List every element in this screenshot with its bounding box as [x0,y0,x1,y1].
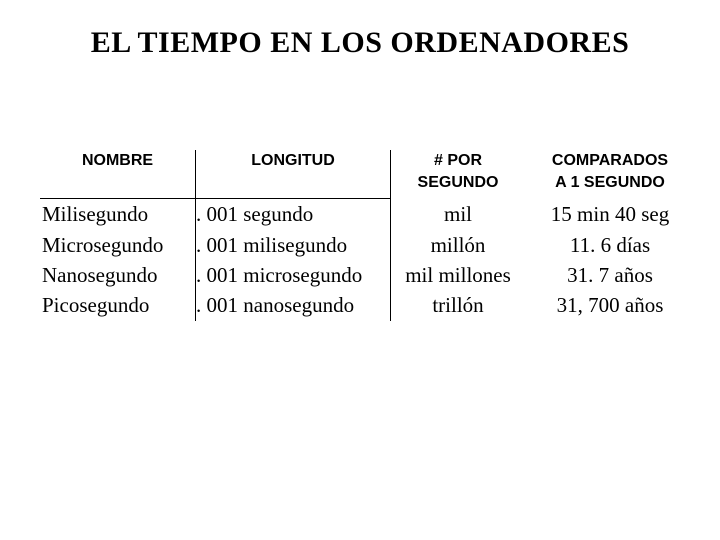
time-table: NOMBRE LONGITUD # POR SEGUNDO COMPARADOS… [40,150,680,321]
col-header-comparados: COMPARADOS A 1 SEGUNDO [525,150,695,199]
table-cell: mil millones [390,260,525,290]
table-cell: mil [390,199,525,229]
table-cell: 11. 6 días [525,230,695,260]
col-header-longitud: LONGITUD [195,150,390,199]
table-cell: . 001 microsegundo [195,260,390,290]
table-cell: Picosegundo [40,290,195,320]
col-header-nombre: NOMBRE [40,150,195,199]
table-cell: Microsegundo [40,230,195,260]
table-cell: 31. 7 años [525,260,695,290]
table-cell: Milisegundo [40,199,195,229]
table-cell: 15 min 40 seg [525,199,695,229]
page-title: EL TIEMPO EN LOS ORDENADORES [40,26,680,60]
table-cell: . 001 milisegundo [195,230,390,260]
table-cell: 31, 700 años [525,290,695,320]
table-cell: Nanosegundo [40,260,195,290]
col-header-por-segundo: # POR SEGUNDO [390,150,525,199]
table-cell: millón [390,230,525,260]
slide: EL TIEMPO EN LOS ORDENADORES NOMBRE LONG… [0,0,720,341]
table-cell: trillón [390,290,525,320]
table-cell: . 001 nanosegundo [195,290,390,320]
table-cell: . 001 segundo [195,199,390,229]
